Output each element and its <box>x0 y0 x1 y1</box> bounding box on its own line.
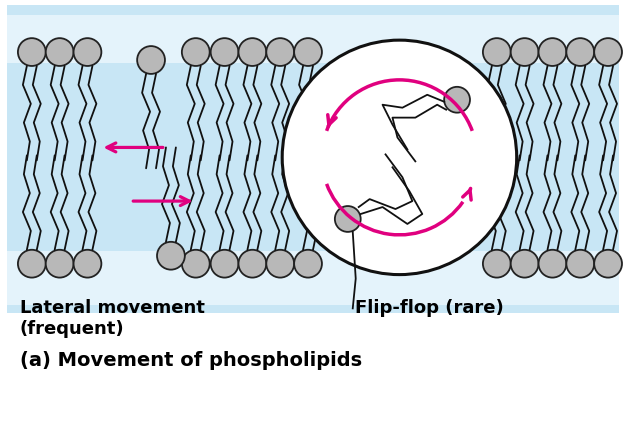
Circle shape <box>73 39 101 67</box>
Circle shape <box>182 250 210 278</box>
Text: Flip-flop (rare): Flip-flop (rare) <box>355 299 503 317</box>
Text: Lateral movement
(frequent): Lateral movement (frequent) <box>20 299 205 338</box>
Circle shape <box>211 250 239 278</box>
Circle shape <box>594 39 622 67</box>
Circle shape <box>239 39 266 67</box>
Circle shape <box>239 250 266 278</box>
Circle shape <box>511 39 538 67</box>
FancyBboxPatch shape <box>7 251 619 306</box>
Circle shape <box>444 88 470 114</box>
Circle shape <box>282 41 516 275</box>
Circle shape <box>18 39 46 67</box>
Circle shape <box>46 250 73 278</box>
Circle shape <box>211 39 239 67</box>
Circle shape <box>46 39 73 67</box>
Text: (a) Movement of phospholipids: (a) Movement of phospholipids <box>20 350 362 369</box>
Circle shape <box>511 250 538 278</box>
Circle shape <box>266 39 294 67</box>
Circle shape <box>538 250 567 278</box>
FancyBboxPatch shape <box>7 6 619 313</box>
Circle shape <box>137 47 165 75</box>
Circle shape <box>266 250 294 278</box>
Circle shape <box>483 39 511 67</box>
Circle shape <box>483 250 511 278</box>
Circle shape <box>182 39 210 67</box>
Circle shape <box>567 250 594 278</box>
Circle shape <box>335 206 361 232</box>
Circle shape <box>294 39 322 67</box>
Circle shape <box>594 250 622 278</box>
Circle shape <box>18 250 46 278</box>
Circle shape <box>157 242 185 270</box>
Circle shape <box>538 39 567 67</box>
Circle shape <box>73 250 101 278</box>
FancyBboxPatch shape <box>7 16 619 64</box>
Circle shape <box>567 39 594 67</box>
Circle shape <box>294 250 322 278</box>
